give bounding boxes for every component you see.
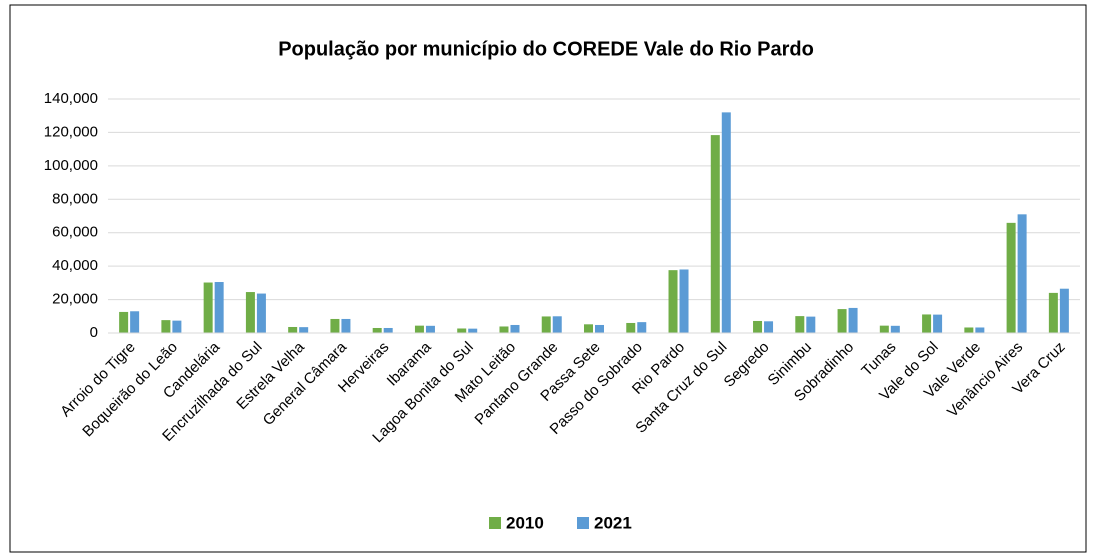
bar — [1017, 214, 1027, 333]
bar — [679, 269, 689, 333]
bar — [1059, 288, 1069, 333]
bar — [130, 311, 140, 333]
bar — [372, 327, 382, 333]
legend-swatch — [577, 517, 589, 529]
bar — [975, 327, 985, 333]
bar — [584, 324, 593, 333]
y-tick-label: 20,000 — [52, 291, 98, 308]
bar — [425, 325, 435, 333]
chart-border — [9, 4, 1087, 553]
bar — [288, 326, 298, 333]
bar — [710, 135, 720, 333]
bar — [383, 327, 393, 333]
bar — [637, 322, 647, 333]
bar — [172, 320, 182, 333]
bar — [552, 316, 562, 333]
bar — [341, 318, 351, 333]
bar — [626, 322, 636, 333]
y-tick-label: 120,000 — [44, 123, 98, 140]
bar — [764, 321, 774, 333]
bar — [848, 307, 858, 333]
bar — [299, 327, 309, 333]
bar — [510, 324, 520, 333]
bar — [1048, 292, 1058, 333]
y-tick-label: 100,000 — [44, 157, 98, 174]
bar — [922, 314, 932, 333]
bar — [595, 324, 604, 333]
legend-label: 2010 — [506, 513, 544, 532]
bar — [499, 326, 509, 333]
bar — [214, 282, 224, 333]
bar — [933, 314, 943, 333]
bar — [837, 309, 847, 333]
bar — [161, 320, 171, 333]
bar — [414, 325, 424, 333]
chart-title: População por município do COREDE Vale d… — [278, 38, 814, 60]
bar — [795, 316, 805, 333]
bar — [668, 270, 678, 333]
bar — [879, 325, 889, 333]
legend-label: 2021 — [594, 513, 632, 532]
bar — [721, 112, 731, 333]
bar — [256, 293, 266, 333]
bar — [330, 318, 340, 333]
y-tick-label: 40,000 — [52, 257, 98, 274]
bar — [457, 328, 467, 333]
legend-swatch — [489, 517, 501, 529]
bar — [964, 327, 974, 333]
bar — [890, 325, 900, 333]
bar — [203, 282, 213, 333]
bar — [806, 316, 816, 333]
y-tick-label: 60,000 — [52, 224, 98, 241]
bar — [541, 316, 551, 333]
y-tick-label: 140,000 — [44, 90, 98, 107]
bar — [468, 328, 478, 333]
bar — [245, 292, 255, 333]
bar — [119, 311, 129, 333]
bar — [753, 320, 763, 333]
bar — [1006, 222, 1016, 333]
y-tick-label: 80,000 — [52, 190, 98, 207]
y-tick-label: 0 — [90, 324, 98, 341]
